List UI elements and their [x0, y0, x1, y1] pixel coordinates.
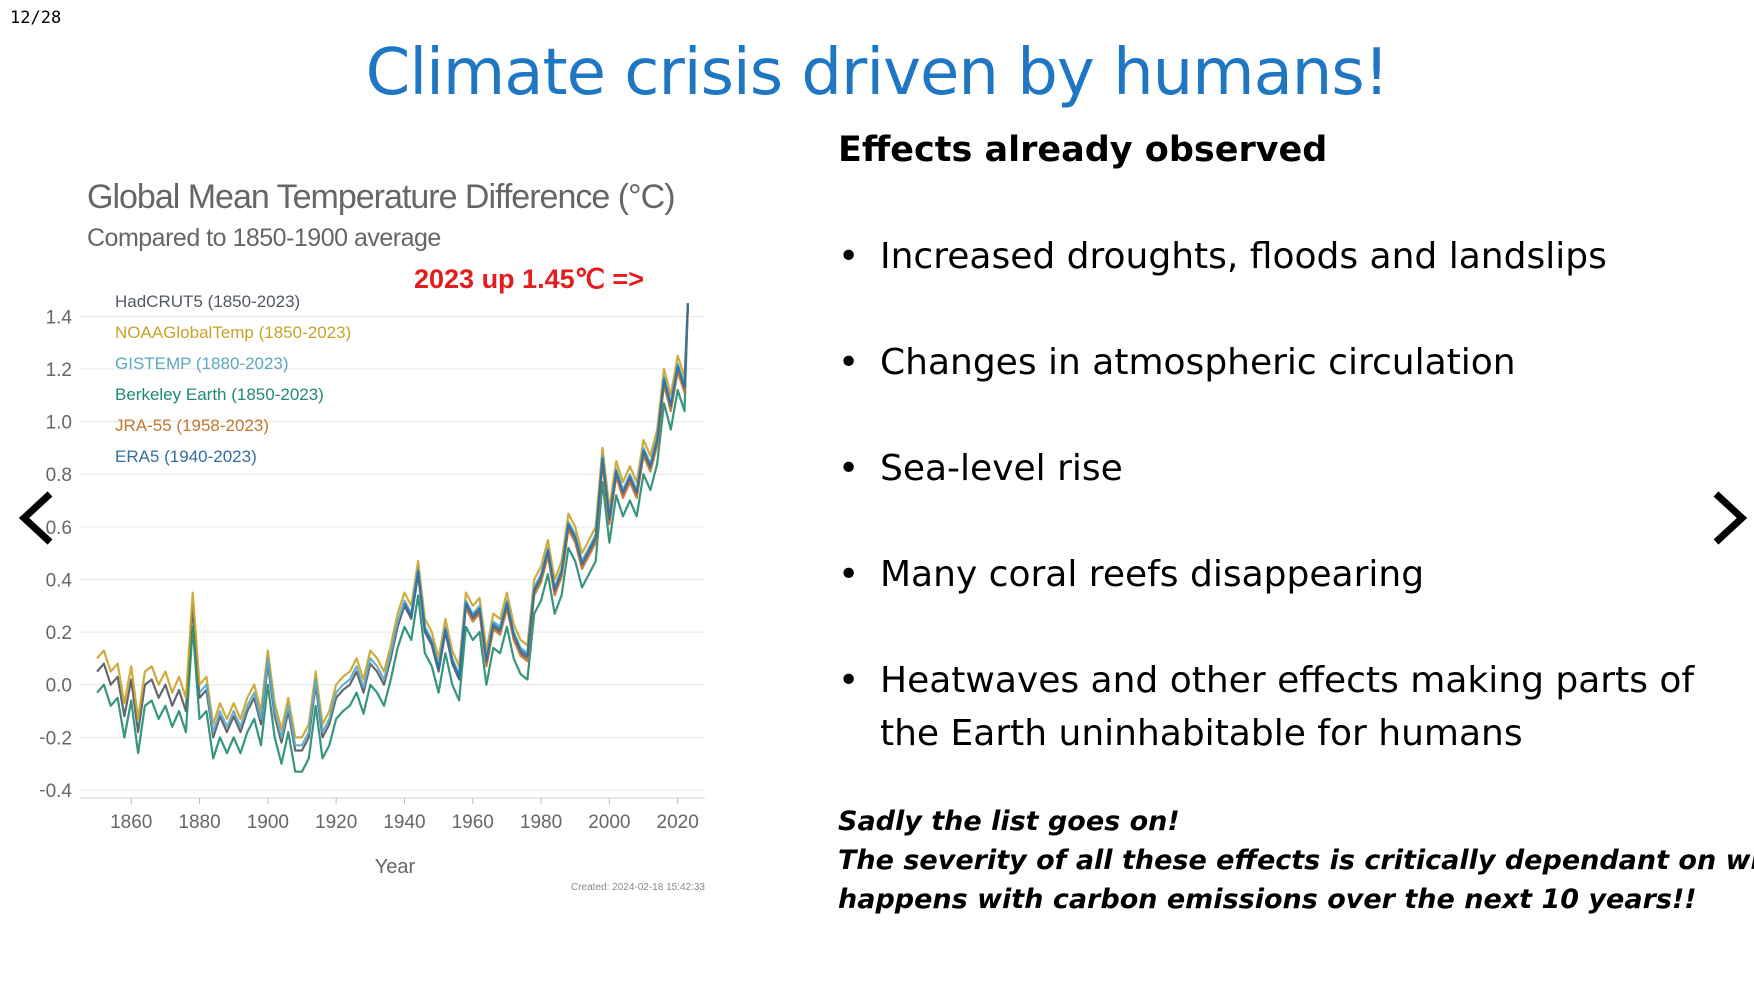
bullet-icon: •	[838, 554, 860, 595]
x-tick-label: 2000	[588, 812, 630, 833]
legend-entry: ERA5 (1940-2023)	[115, 447, 257, 466]
chevron-left-icon	[18, 491, 53, 545]
chart-grid	[80, 315, 705, 799]
effects-heading: Effects already observed	[838, 130, 1328, 170]
series-line	[403, 303, 689, 678]
y-tick-label: 0.0	[46, 676, 72, 697]
effect-item-text: Increased droughts, floods and landslips	[880, 236, 1607, 277]
effect-item: • Many coral reefs disappearing	[838, 548, 1718, 601]
next-slide-button[interactable]	[1702, 488, 1752, 548]
y-tick-label: −0.2	[40, 728, 72, 749]
bullet-icon: •	[838, 448, 860, 489]
y-tick-label: 0.2	[46, 623, 72, 644]
y-tick-label: 0.8	[46, 465, 72, 486]
y-tick-label: 0.4	[46, 570, 73, 591]
footnote-line: Sadly the list goes on!	[838, 806, 1180, 837]
footnote: Sadly the list goes on! The severity of …	[838, 802, 1754, 919]
legend-entry: GISTEMP (1880-2023)	[115, 354, 289, 373]
effect-item: • Changes in atmospheric circulation	[838, 336, 1718, 389]
effect-item: • Sea-level rise	[838, 442, 1718, 495]
previous-slide-button[interactable]	[14, 488, 64, 548]
chart-legend: HadCRUT5 (1850-2023) NOAAGlobalTemp (1850…	[115, 292, 351, 466]
x-axis-label: Year	[375, 856, 416, 878]
effect-item-text: Changes in atmospheric circulation	[880, 342, 1516, 383]
x-tick-label: 1920	[315, 812, 357, 833]
temperature-chart: Global Mean Temperature Difference (°C) …	[34, 160, 720, 900]
effect-item: • Increased droughts, floods and landslip…	[838, 230, 1718, 283]
y-tick-label: 1.4	[46, 307, 73, 328]
series-line	[96, 303, 689, 773]
series-lines	[96, 303, 689, 773]
y-axis-ticks: −0.4 −0.2 0.0 0.2 0.4 0.6 0.8 1.0 1.2 1.4	[34, 307, 73, 802]
chart-annotation: 2023 up 1.45℃ =>	[414, 264, 644, 294]
y-tick-label: 1.2	[46, 360, 72, 381]
chart-title: Global Mean Temperature Difference (°C)	[87, 178, 675, 216]
effect-item-text: Heatwaves and other effects making parts…	[880, 660, 1695, 754]
series-line	[96, 303, 689, 739]
bullet-icon: •	[838, 342, 860, 383]
legend-entry: Berkeley Earth (1850-2023)	[115, 385, 324, 404]
x-axis-ticks: 1860 1880 1900 1920 1940 1960 1980 2000 2020	[110, 798, 699, 833]
bullet-icon: •	[838, 236, 860, 277]
x-tick-label: 1880	[178, 812, 220, 833]
effect-item-text: Sea-level rise	[880, 448, 1123, 489]
legend-entry: JRA-55 (1958-2023)	[115, 416, 269, 435]
x-tick-label: 2020	[657, 812, 699, 833]
x-tick-label: 1960	[452, 812, 494, 833]
x-tick-label: 1980	[520, 812, 562, 833]
footnote-line: The severity of all these effects is cri…	[838, 845, 1754, 876]
chart-subtitle: Compared to 1850-1900 average	[87, 224, 441, 252]
y-tick-label: 1.0	[46, 413, 72, 434]
slide-counter: 12/28	[10, 8, 62, 28]
x-tick-label: 1940	[383, 812, 425, 833]
x-tick-label: 1860	[110, 812, 152, 833]
y-tick-label: 0.6	[46, 518, 72, 539]
chevron-right-icon	[1713, 491, 1748, 545]
footnote-line: happens with carbon emissions over the n…	[838, 884, 1697, 915]
effect-item: • Heatwaves and other effects making part…	[838, 654, 1718, 760]
y-tick-label: −0.4	[40, 781, 72, 802]
slide-title: Climate crisis driven by humans!	[365, 36, 1390, 110]
x-tick-label: 1900	[247, 812, 289, 833]
legend-entry: NOAAGlobalTemp (1850-2023)	[115, 323, 351, 342]
bullet-icon: •	[838, 660, 860, 701]
chart-created-timestamp: Created: 2024-02-18 15:42:33	[571, 882, 705, 893]
effect-item-text: Many coral reefs disappearing	[880, 554, 1425, 595]
legend-entry: HadCRUT5 (1850-2023)	[115, 292, 300, 311]
series-line	[464, 303, 689, 668]
